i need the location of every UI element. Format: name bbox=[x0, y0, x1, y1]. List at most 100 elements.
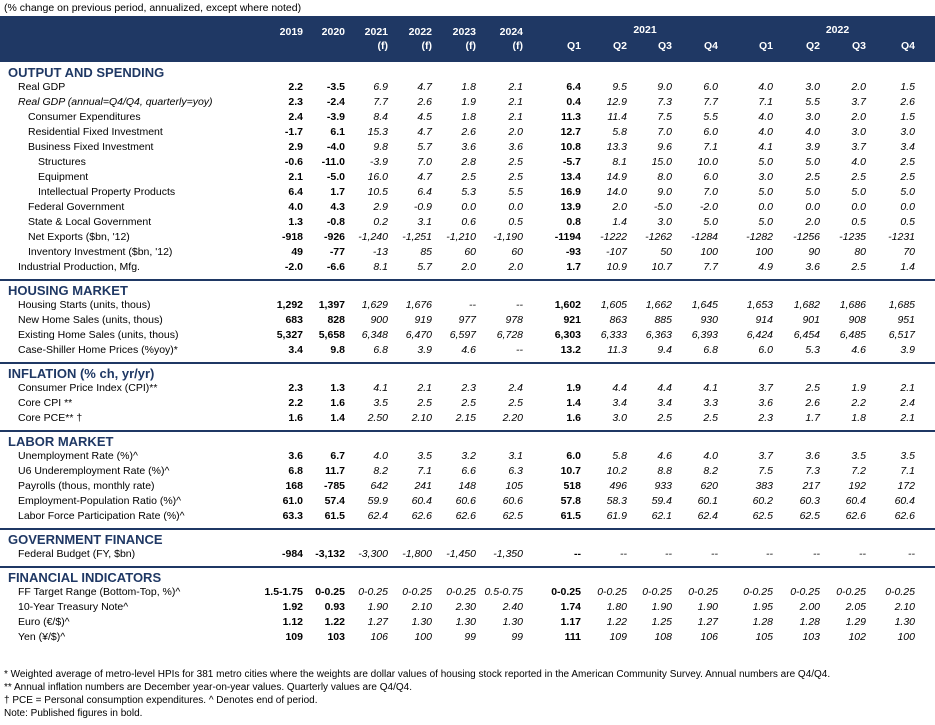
quarterly-value: 4.0 bbox=[703, 450, 718, 462]
quarterly-value: 2.0 bbox=[805, 216, 820, 228]
section-divider bbox=[0, 528, 935, 530]
annual-value: 63.3 bbox=[282, 510, 303, 522]
quarterly-value: 5.5 bbox=[703, 111, 718, 123]
forecast-flag: (f) bbox=[512, 40, 524, 52]
quarterly-value: 6,517 bbox=[888, 329, 915, 341]
annual-value: 2.3 bbox=[288, 96, 303, 108]
quarterly-value: 2.5 bbox=[657, 412, 672, 424]
row-label: Housing Starts (units, thous) bbox=[18, 299, 151, 311]
table-row: Real GDP 2.2 -3.5 6.9 4.7 1.8 2.1 6.4 9.5 9.0 6.0 4… bbox=[0, 80, 935, 95]
quarterly-value: 8.2 bbox=[703, 465, 718, 477]
quarterly-value: 8.1 bbox=[612, 156, 627, 168]
annual-value: 919 bbox=[414, 314, 432, 326]
annual-value: 15.3 bbox=[367, 126, 388, 138]
quarterly-value: -- bbox=[574, 548, 581, 560]
quarterly-value: 933 bbox=[654, 480, 672, 492]
section-title: INFLATION (% ch, yr/yr) bbox=[8, 366, 155, 381]
annual-value: 0-0.25 bbox=[402, 586, 432, 598]
annual-value: -1,350 bbox=[493, 548, 523, 560]
annual-value: -- bbox=[469, 299, 476, 311]
quarterly-value: 2.5 bbox=[900, 171, 915, 183]
annual-value: -11.0 bbox=[321, 156, 345, 168]
quarterly-value: 9.0 bbox=[657, 186, 672, 198]
annual-value: 6.1 bbox=[330, 126, 345, 138]
quarterly-value: 2.6 bbox=[805, 397, 820, 409]
annual-value: -1,450 bbox=[446, 548, 476, 560]
annual-value: -1,210 bbox=[446, 231, 476, 243]
quarterly-value: 6.0 bbox=[566, 450, 581, 462]
quarterly-value: 6.0 bbox=[758, 344, 773, 356]
quarterly-value: 2.4 bbox=[900, 397, 915, 409]
annual-value: -785 bbox=[323, 480, 345, 492]
quarterly-value: 518 bbox=[563, 480, 581, 492]
table-row: Residential Fixed Investment -1.7 6.1 15.3 4… bbox=[0, 125, 935, 140]
annual-value: 0.93 bbox=[324, 601, 345, 613]
annual-value: 8.2 bbox=[373, 465, 388, 477]
quarter-header: Q3 bbox=[657, 40, 672, 52]
annual-value: 1.22 bbox=[324, 616, 345, 628]
annual-value: 7.1 bbox=[417, 465, 432, 477]
quarterly-value: 3.6 bbox=[758, 397, 773, 409]
quarterly-value: 100 bbox=[755, 246, 773, 258]
table-row: Equipment 2.1 -5.0 16.0 4.7 2.5 2.5 13.4 14.9 8.0… bbox=[0, 170, 935, 185]
annual-value: 1.7 bbox=[330, 186, 345, 198]
quarterly-value: -107 bbox=[605, 246, 627, 258]
row-label: Case-Shiller Home Prices (%yoy)* bbox=[18, 344, 178, 356]
annual-value: 1.3 bbox=[288, 216, 303, 228]
annual-value: 3.6 bbox=[508, 141, 523, 153]
annual-value: 4.7 bbox=[417, 171, 432, 183]
annual-value: 11.7 bbox=[325, 465, 345, 477]
quarterly-value: 5.3 bbox=[805, 344, 820, 356]
quarterly-value: 4.0 bbox=[758, 126, 773, 138]
annual-value: -1.7 bbox=[284, 126, 303, 138]
annual-value: 16.0 bbox=[367, 171, 388, 183]
quarterly-value: 3.0 bbox=[805, 111, 820, 123]
quarterly-value: 1.90 bbox=[697, 601, 718, 613]
annual-value: 1,629 bbox=[361, 299, 388, 311]
annual-value: -13 bbox=[372, 246, 388, 258]
quarterly-value: 2.5 bbox=[900, 156, 915, 168]
annual-value: 5.3 bbox=[461, 186, 476, 198]
annual-value: 6,470 bbox=[405, 329, 432, 341]
forecast-flag: (f) bbox=[421, 40, 433, 52]
quarterly-value: 7.0 bbox=[657, 126, 672, 138]
quarterly-value: 1.4 bbox=[900, 261, 915, 273]
quarterly-value: -2.0 bbox=[699, 201, 718, 213]
annual-value: 5.7 bbox=[417, 141, 432, 153]
annual-value: -2.0 bbox=[284, 261, 303, 273]
quarterly-value: 1.17 bbox=[560, 616, 581, 628]
annual-value: 6.7 bbox=[330, 450, 345, 462]
quarterly-value: 7.3 bbox=[657, 96, 672, 108]
quarterly-value: 6,485 bbox=[839, 329, 866, 341]
section-title: FINANCIAL INDICATORS bbox=[8, 570, 162, 585]
quarterly-value: 109 bbox=[609, 631, 627, 643]
quarterly-value: 62.5 bbox=[799, 510, 820, 522]
quarterly-value: 3.9 bbox=[805, 141, 820, 153]
annual-value: 103 bbox=[327, 631, 345, 643]
quarterly-value: 16.9 bbox=[560, 186, 581, 198]
quarterly-value: 4.0 bbox=[758, 81, 773, 93]
quarterly-value: 1.74 bbox=[560, 601, 581, 613]
row-label: Net Exports ($bn, '12) bbox=[28, 231, 130, 243]
annual-value: -918 bbox=[281, 231, 303, 243]
table-row: Net Exports ($bn, '12) -918 -926 -1,240 -1,2… bbox=[0, 230, 935, 245]
row-label: Inventory Investment ($bn, '12) bbox=[28, 246, 173, 258]
quarterly-value: 5.0 bbox=[703, 216, 718, 228]
annual-value: 0-0.25 bbox=[358, 586, 388, 598]
quarterly-value: -- bbox=[620, 548, 627, 560]
quarterly-value: 4.6 bbox=[657, 450, 672, 462]
quarterly-value: 2.0 bbox=[851, 81, 866, 93]
quarterly-value: 5.0 bbox=[758, 186, 773, 198]
annual-value: 5,327 bbox=[276, 329, 303, 341]
quarterly-value: 14.9 bbox=[606, 171, 627, 183]
annual-value: 4.6 bbox=[461, 344, 476, 356]
quarterly-value: 70 bbox=[903, 246, 915, 258]
row-label: Consumer Price Index (CPI)** bbox=[18, 382, 158, 394]
quarterly-value: 103 bbox=[802, 631, 820, 643]
quarterly-value: 102 bbox=[848, 631, 866, 643]
row-label: Equipment bbox=[38, 171, 89, 183]
quarterly-value: -5.7 bbox=[562, 156, 581, 168]
quarterly-value: 60.4 bbox=[894, 495, 915, 507]
annual-value: 4.3 bbox=[330, 201, 345, 213]
